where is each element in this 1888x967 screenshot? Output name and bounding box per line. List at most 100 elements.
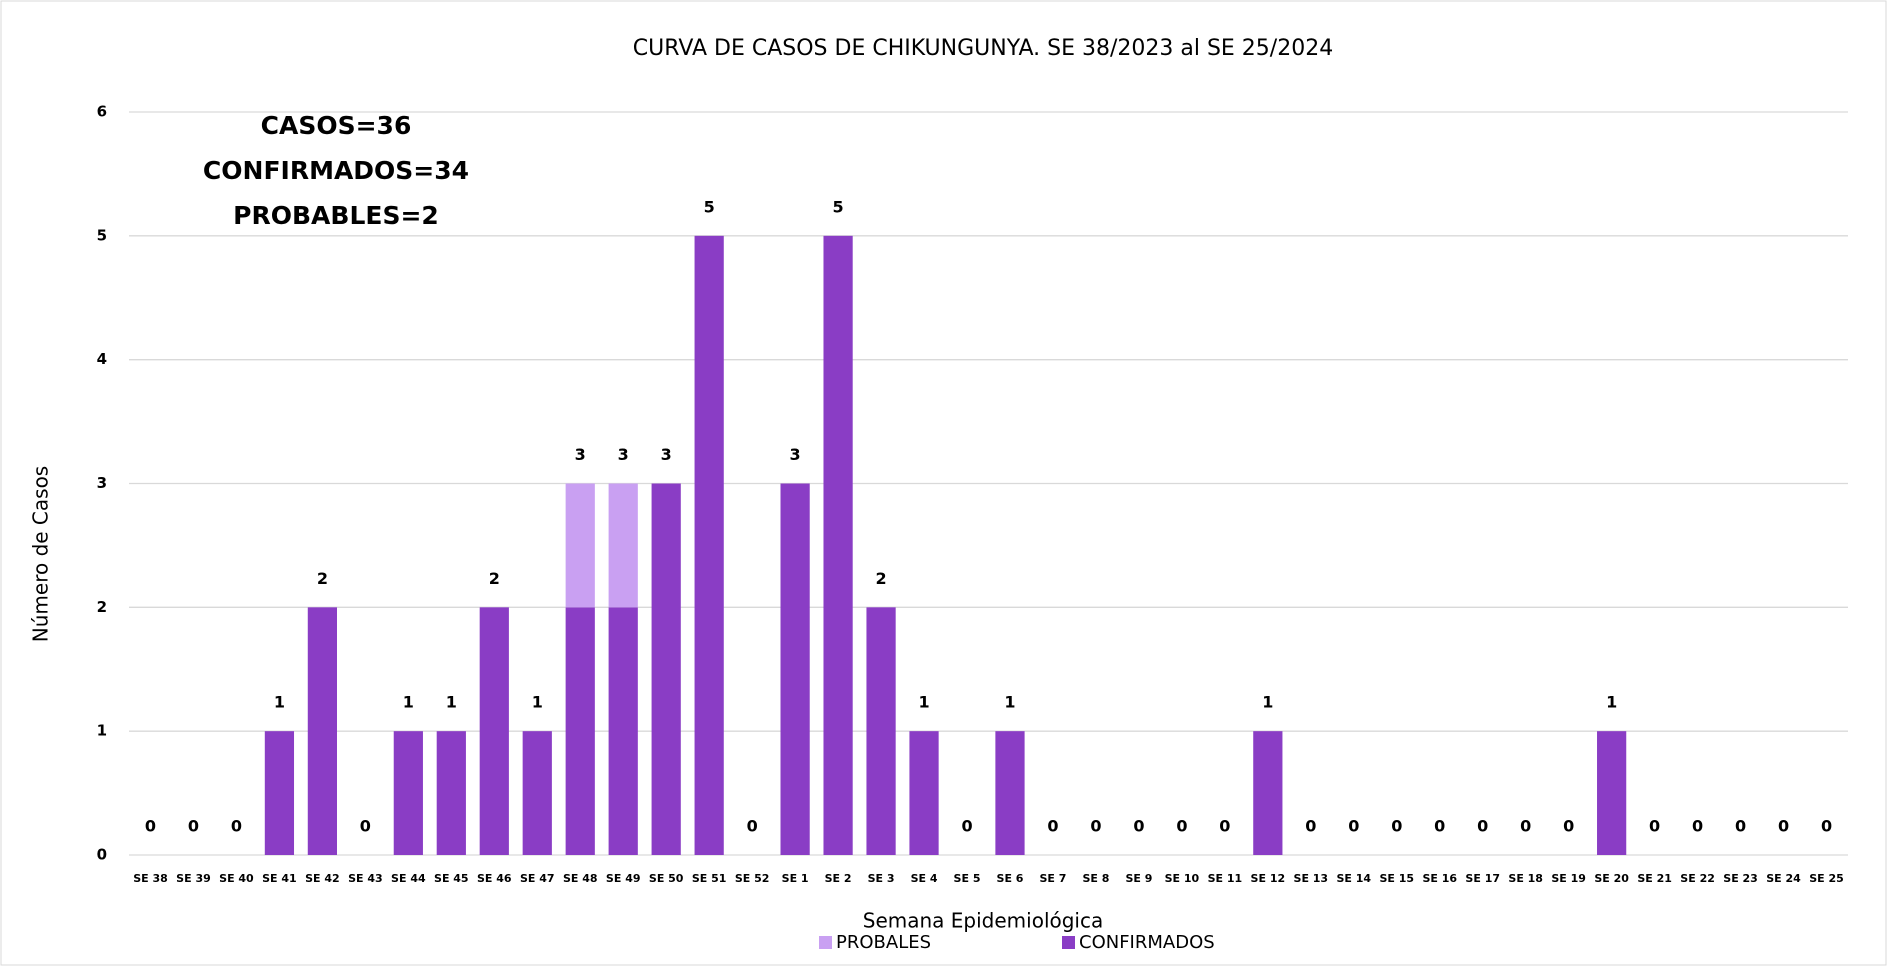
x-tick-label: SE 38 bbox=[133, 872, 168, 885]
annotation: PROBABLES=2 bbox=[233, 201, 439, 230]
x-tick-label: SE 42 bbox=[305, 872, 340, 885]
x-tick-label: SE 6 bbox=[997, 872, 1024, 885]
bar bbox=[608, 607, 638, 855]
data-label: 0 bbox=[1348, 817, 1359, 836]
x-axis-title: Semana Epidemiológica bbox=[863, 909, 1104, 933]
x-tick-label: SE 14 bbox=[1336, 872, 1371, 885]
x-tick-label: SE 4 bbox=[911, 872, 938, 885]
annotation: CONFIRMADOS=34 bbox=[203, 156, 469, 185]
data-label: 0 bbox=[1649, 817, 1660, 836]
bar bbox=[565, 607, 595, 855]
y-axis-title: Número de Casos bbox=[29, 466, 53, 642]
bar bbox=[608, 483, 638, 608]
x-tick-label: SE 50 bbox=[649, 872, 684, 885]
chart-title: CURVA DE CASOS DE CHIKUNGUNYA. SE 38/202… bbox=[633, 36, 1333, 61]
data-label: 3 bbox=[661, 445, 672, 464]
legend-swatch bbox=[1062, 936, 1075, 949]
data-label: 0 bbox=[1305, 817, 1316, 836]
x-tick-label: SE 22 bbox=[1680, 872, 1715, 885]
x-tick-label: SE 2 bbox=[825, 872, 852, 885]
x-tick-label: SE 51 bbox=[692, 872, 727, 885]
data-label: 3 bbox=[575, 445, 586, 464]
y-tick-label: 1 bbox=[97, 722, 107, 740]
bar bbox=[393, 731, 423, 855]
x-tick-label: SE 24 bbox=[1766, 872, 1801, 885]
data-label: 0 bbox=[1477, 817, 1488, 836]
legend-label: CONFIRMADOS bbox=[1079, 932, 1215, 953]
data-label: 0 bbox=[188, 817, 199, 836]
bar bbox=[694, 235, 724, 856]
data-label: 1 bbox=[918, 693, 929, 712]
legend-label: PROBALES bbox=[836, 932, 931, 953]
x-tick-label: SE 44 bbox=[391, 872, 426, 885]
bar bbox=[1253, 731, 1283, 855]
x-tick-label: SE 21 bbox=[1637, 872, 1672, 885]
data-label: 0 bbox=[1047, 817, 1058, 836]
data-label: 1 bbox=[274, 693, 285, 712]
data-label: 0 bbox=[231, 817, 242, 836]
bar bbox=[1597, 731, 1627, 855]
x-tick-label: SE 5 bbox=[954, 872, 981, 885]
data-label: 0 bbox=[360, 817, 371, 836]
x-tick-label: SE 8 bbox=[1082, 872, 1109, 885]
bar bbox=[436, 731, 466, 855]
data-label: 0 bbox=[1520, 817, 1531, 836]
y-tick-label: 6 bbox=[97, 103, 107, 121]
data-label: 1 bbox=[403, 693, 414, 712]
x-tick-label: SE 13 bbox=[1294, 872, 1329, 885]
bar bbox=[264, 731, 295, 855]
bar bbox=[522, 731, 552, 855]
data-label: 0 bbox=[1563, 817, 1574, 836]
bar bbox=[866, 607, 896, 855]
x-tick-label: SE 16 bbox=[1422, 872, 1457, 885]
x-tick-label: SE 48 bbox=[563, 872, 598, 885]
data-label: 0 bbox=[747, 817, 758, 836]
x-tick-label: SE 15 bbox=[1379, 872, 1414, 885]
x-tick-label: SE 39 bbox=[176, 872, 211, 885]
data-label: 0 bbox=[961, 817, 972, 836]
data-label: 1 bbox=[1606, 693, 1617, 712]
x-tick-label: SE 40 bbox=[219, 872, 254, 885]
x-tick-label: SE 1 bbox=[782, 872, 809, 885]
data-label: 5 bbox=[833, 197, 844, 216]
data-label: 0 bbox=[1778, 817, 1789, 836]
x-tick-label: SE 9 bbox=[1125, 872, 1152, 885]
data-label: 1 bbox=[1262, 693, 1273, 712]
data-label: 0 bbox=[1692, 817, 1703, 836]
data-label: 0 bbox=[145, 817, 156, 836]
data-label: 1 bbox=[446, 693, 457, 712]
data-label: 1 bbox=[1004, 693, 1015, 712]
x-tick-label: SE 43 bbox=[348, 872, 383, 885]
x-tick-label: SE 12 bbox=[1251, 872, 1286, 885]
bar bbox=[823, 235, 853, 856]
y-tick-label: 3 bbox=[97, 474, 107, 492]
data-label: 2 bbox=[317, 569, 328, 588]
data-label: 0 bbox=[1133, 817, 1144, 836]
bar bbox=[651, 483, 681, 855]
x-tick-label: SE 18 bbox=[1508, 872, 1543, 885]
x-tick-label: SE 52 bbox=[735, 872, 770, 885]
bar bbox=[995, 731, 1025, 855]
data-label: 0 bbox=[1735, 817, 1746, 836]
x-tick-label: SE 11 bbox=[1208, 872, 1243, 885]
bar bbox=[479, 607, 509, 855]
x-tick-label: SE 45 bbox=[434, 872, 469, 885]
data-label: 2 bbox=[875, 569, 886, 588]
data-label: 5 bbox=[704, 197, 715, 216]
x-tick-label: SE 49 bbox=[606, 872, 641, 885]
data-label: 1 bbox=[532, 693, 543, 712]
y-tick-label: 2 bbox=[97, 598, 107, 616]
x-tick-label: SE 19 bbox=[1551, 872, 1586, 885]
x-tick-label: SE 23 bbox=[1723, 872, 1758, 885]
annotation: CASOS=36 bbox=[261, 111, 412, 140]
x-tick-label: SE 46 bbox=[477, 872, 512, 885]
data-label: 0 bbox=[1434, 817, 1445, 836]
x-tick-label: SE 7 bbox=[1040, 872, 1067, 885]
x-tick-label: SE 3 bbox=[868, 872, 895, 885]
x-tick-label: SE 47 bbox=[520, 872, 555, 885]
y-tick-label: 5 bbox=[97, 226, 107, 244]
bar bbox=[565, 483, 595, 608]
x-tick-label: SE 20 bbox=[1594, 872, 1629, 885]
bar bbox=[909, 731, 939, 855]
